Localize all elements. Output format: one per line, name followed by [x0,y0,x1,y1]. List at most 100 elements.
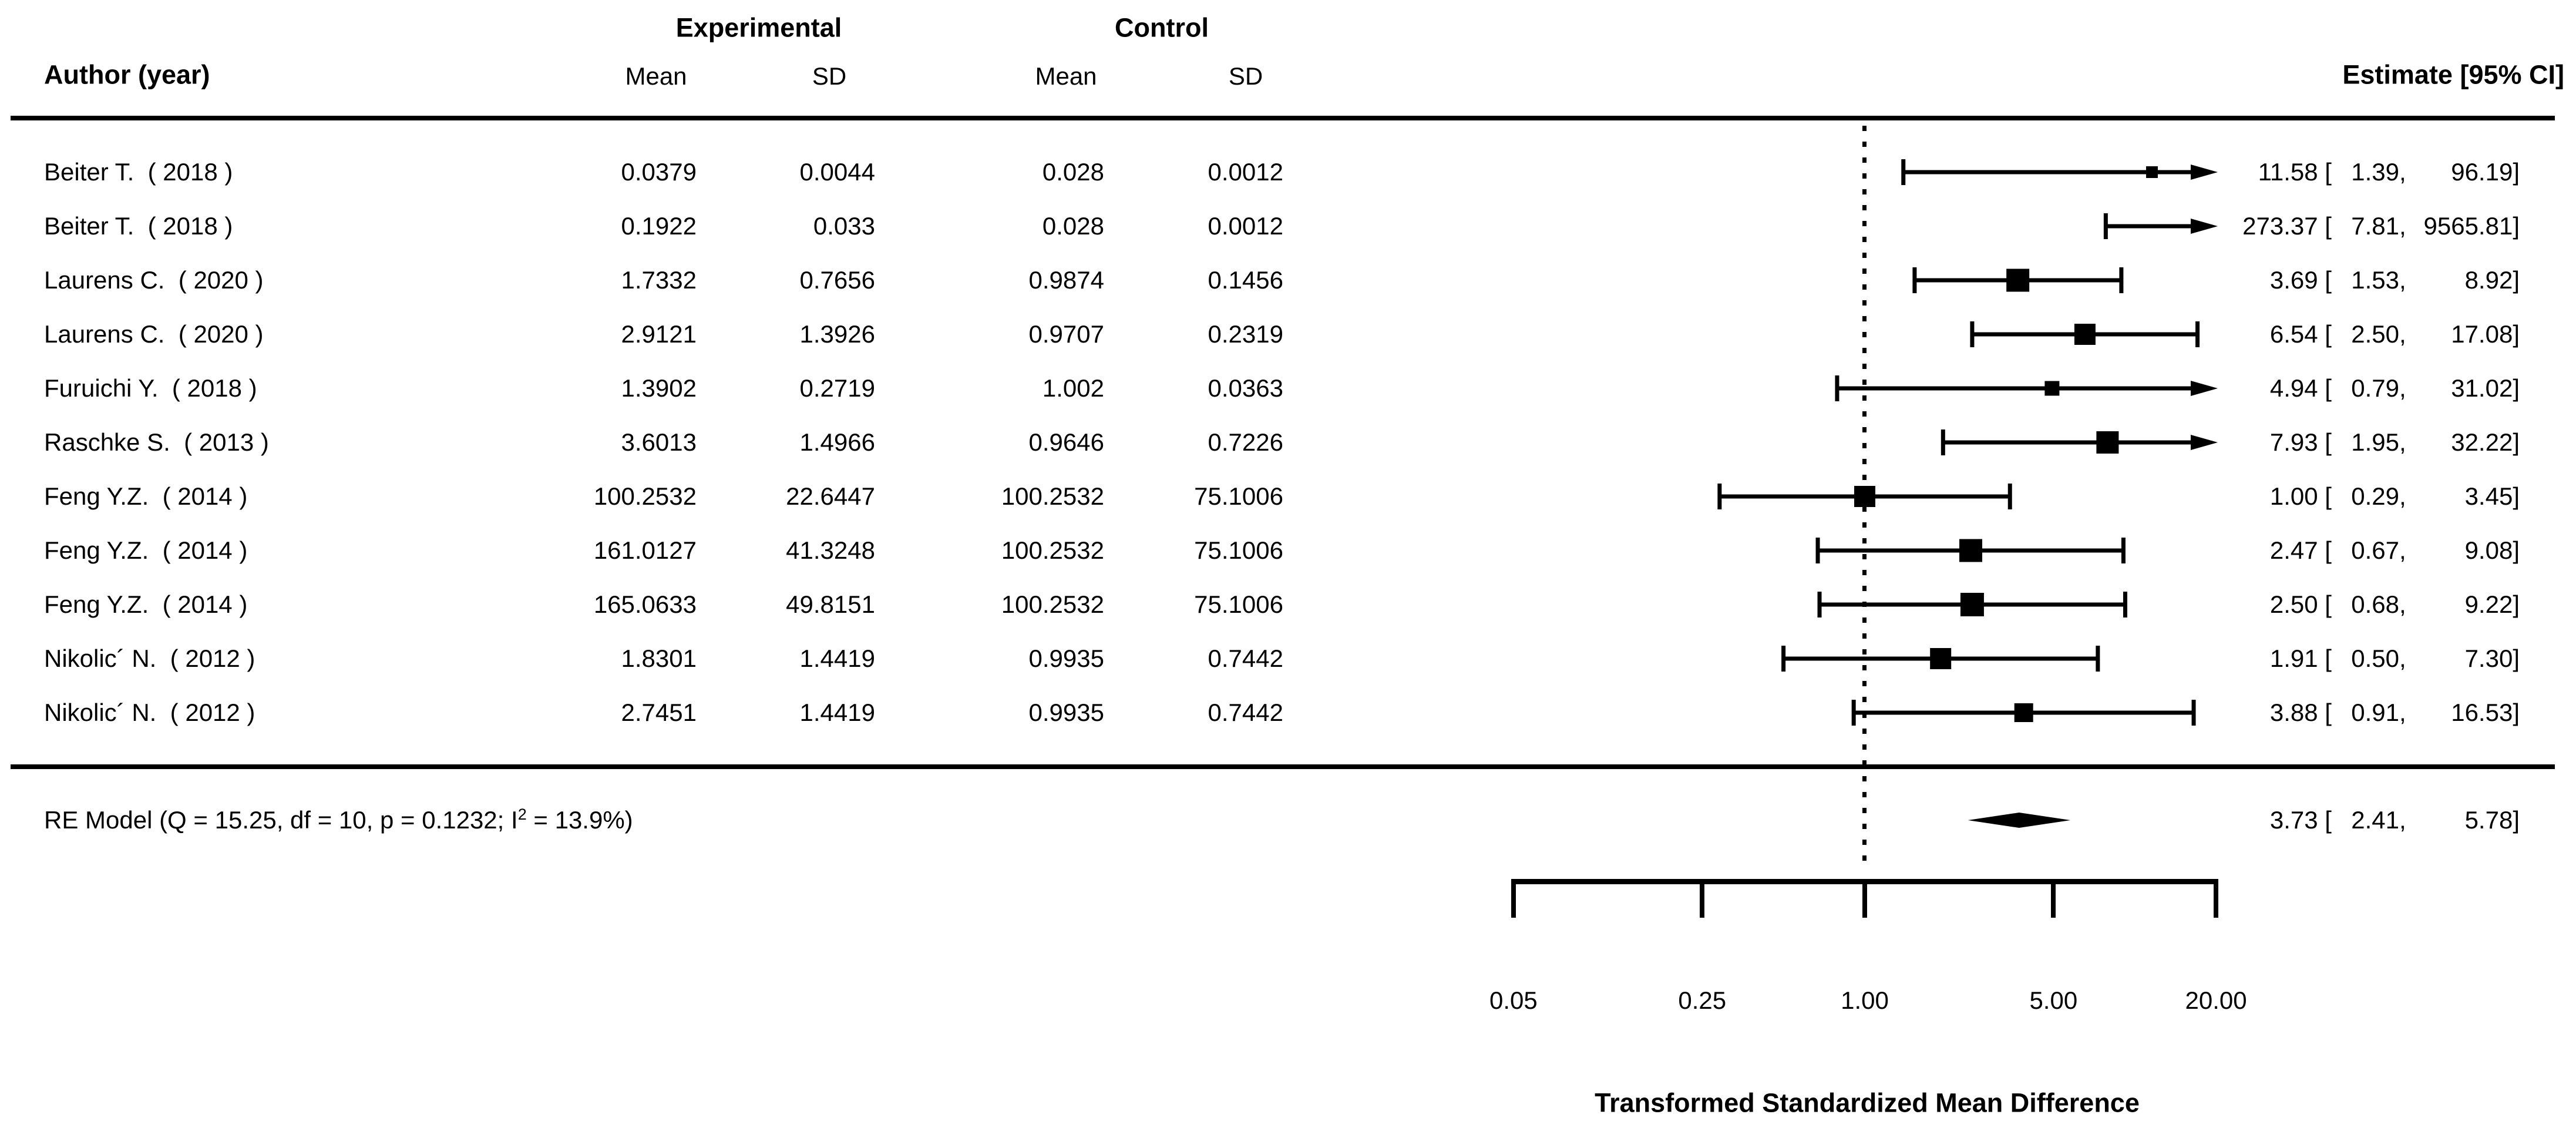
author-cell: Feng Y.Z. ( 2014 ) [44,482,248,510]
point-estimate-square [1930,648,1952,669]
bracket-open: [ [2318,806,2332,834]
estimate-value: 6.54 [2269,320,2318,348]
point-estimate-square [1854,486,1875,507]
sd-experimental-cell: 41.3248 [786,536,875,564]
ci-upper-value: 9.22 [2464,590,2513,618]
sd-control-cell: 0.2319 [1208,320,1283,348]
mean-control-cell: 0.9646 [1028,428,1104,456]
mean-control-cell: 0.028 [1042,158,1104,186]
estimate-value: 2.47 [2269,536,2318,564]
separator: , [2399,699,2413,726]
bracket-open: [ [2318,590,2332,618]
ci-cap-right [2195,321,2200,347]
separator: , [2399,536,2413,564]
author-cell: Beiter T. ( 2018 ) [44,212,233,240]
author-cell: Nikolic´ N. ( 2012 ) [44,699,255,726]
mean-control-cell: 0.9935 [1028,699,1104,726]
estimate-value: 3.88 [2269,699,2318,726]
group-header-experimental: Experimental [675,12,842,43]
bracket-open: [ [2318,212,2332,240]
sd-control-cell: 75.1006 [1194,482,1283,510]
sd-experimental-cell: 1.4966 [799,428,875,456]
x-axis-title: Transformed Standardized Mean Difference [1595,1088,2140,1118]
summary-ci-lower: 2.41 [2351,806,2399,834]
mean-experimental-cell: 3.6013 [621,428,697,456]
estimate-cell: 3.88 [0.91, 16.53] [2224,700,2520,725]
group-header-control: Control [1115,12,1209,43]
sd-control-cell: 0.0012 [1208,158,1283,186]
mean-control-cell: 0.028 [1042,212,1104,240]
estimate-cell: 4.94 [0.79, 31.02] [2224,376,2520,401]
bracket-close: ] [2513,428,2520,456]
mean-control-cell: 0.9707 [1028,320,1104,348]
ci-lower-value: 0.91 [2351,699,2399,726]
estimate-value: 2.50 [2269,590,2318,618]
ci-line [1943,440,2193,445]
ci-upper-value: 9.08 [2464,536,2513,564]
sd-experimental-cell: 1.3926 [799,320,875,348]
point-estimate-square [2006,269,2030,292]
sd-experimental-cell: 0.0044 [799,158,875,186]
mean-control-cell: 1.002 [1042,374,1104,402]
ci-cap-left [1970,321,1975,347]
mean-experimental-cell: 0.0379 [621,158,697,186]
arrow-right-icon [2191,381,2218,396]
estimate-value: 3.69 [2269,266,2318,294]
ci-cap-left [1781,646,1786,672]
estimate-cell: 2.50 [0.68, 9.22] [2224,592,2520,617]
ci-cap-right [2096,646,2100,672]
estimate-cell: 6.54 [2.50, 17.08] [2224,322,2520,347]
estimate-value: 1.91 [2269,645,2318,672]
author-cell: Nikolic´ N. ( 2012 ) [44,645,255,672]
ci-cap-left [1717,484,1722,509]
mean-experimental-cell: 100.2532 [593,482,697,510]
estimate-cell: 7.93 [1.95, 32.22] [2224,430,2520,455]
x-axis-tick-label: 0.05 [1489,986,1538,1014]
author-cell: Laurens C. ( 2020 ) [44,320,264,348]
bracket-close: ] [2513,320,2520,348]
summary-ci-upper: 5.78 [2464,806,2513,834]
bracket-close: ] [2513,806,2520,834]
estimate-value: 4.94 [2269,374,2318,402]
ci-upper-value: 8.92 [2464,266,2513,294]
point-estimate-square [2145,166,2158,178]
sd-experimental-cell: 1.4419 [799,699,875,726]
column-header-mean-control: Mean [1035,62,1097,90]
author-cell: Laurens C. ( 2020 ) [44,266,264,294]
x-axis-tick [1862,881,1867,918]
bracket-close: ] [2513,699,2520,726]
bracket-open: [ [2318,645,2332,672]
sd-control-cell: 0.0363 [1208,374,1283,402]
point-estimate-square [1960,593,1984,616]
separator: , [2399,212,2413,240]
ci-lower-value: 0.50 [2351,645,2399,672]
sd-experimental-cell: 49.8151 [786,590,875,618]
ci-cap-left [1835,375,1839,401]
estimate-cell: 1.91 [0.50, 7.30] [2224,646,2520,671]
column-header-author: Author (year) [44,59,210,90]
arrow-right-icon [2191,219,2218,234]
x-axis-tick [1700,881,1705,918]
sd-experimental-cell: 0.033 [813,212,875,240]
separator: , [2399,158,2413,186]
ci-cap-left [1941,429,1945,455]
sd-control-cell: 0.7442 [1208,699,1283,726]
ci-cap-left [1817,592,1822,617]
separator: , [2399,806,2413,834]
x-axis-tick [1511,881,1516,918]
ci-cap-right [2191,700,2196,726]
bracket-close: ] [2513,482,2520,510]
ci-upper-value: 9565.81 [2423,212,2513,240]
ci-cap-left [2103,213,2108,239]
sd-experimental-cell: 0.2719 [799,374,875,402]
column-header-sd-control: SD [1228,62,1263,90]
summary-rule [11,764,2555,769]
ci-cap-right [2123,592,2127,617]
point-estimate-square [1959,539,1983,562]
separator: , [2399,320,2413,348]
estimate-cell: 11.58 [1.39, 96.19] [2224,160,2520,184]
x-axis-tick-label: 20.00 [2185,986,2247,1014]
ci-upper-value: 31.02 [2451,374,2513,402]
ci-cap-left [1851,700,1856,726]
sd-control-cell: 0.7442 [1208,645,1283,672]
